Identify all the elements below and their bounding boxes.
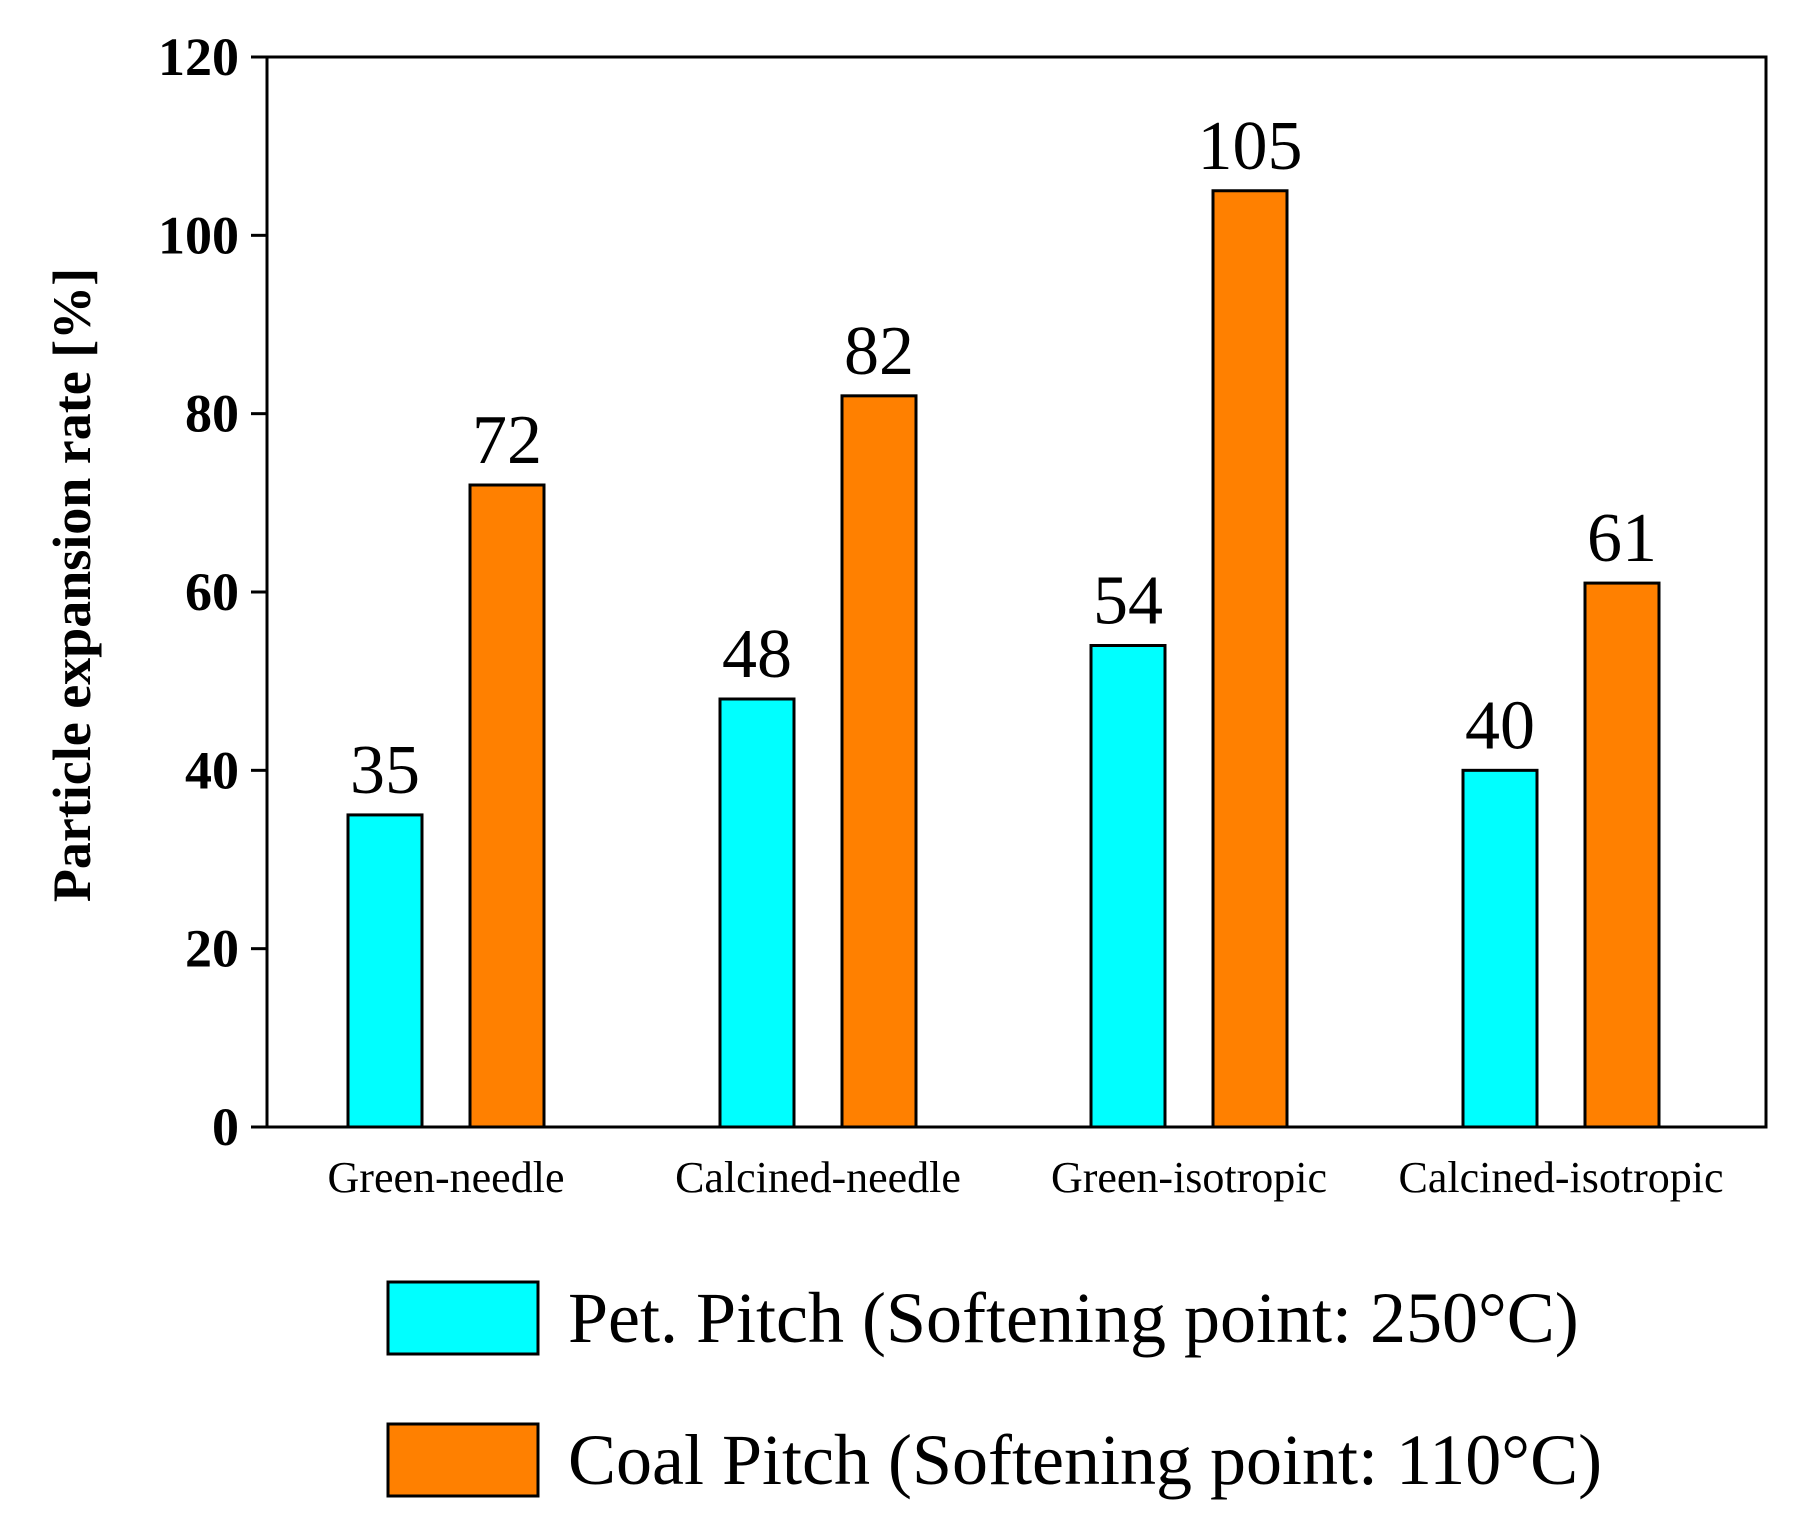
- y-tick-label: 20: [185, 919, 239, 979]
- x-category-label: Calcined-needle: [675, 1153, 961, 1202]
- data-label: 40: [1465, 687, 1535, 764]
- bar-pet-pitch-calcined-isotropic: [1461, 768, 1539, 1129]
- bar-coal-pitch-green-isotropic: [1211, 189, 1289, 1129]
- y-tick-label: 80: [185, 384, 239, 444]
- data-label: 35: [350, 732, 420, 809]
- legend-label: Coal Pitch (Softening point: 110°C): [568, 1420, 1602, 1500]
- bar-coal-pitch-calcined-isotropic: [1583, 581, 1661, 1129]
- data-label: 82: [844, 313, 914, 390]
- legend-swatch: [386, 1422, 540, 1498]
- data-label: 61: [1587, 500, 1657, 577]
- bar-coal-pitch-calcined-needle: [840, 394, 918, 1129]
- y-tick-label: 60: [185, 562, 239, 622]
- bar-coal-pitch-green-needle: [468, 483, 546, 1129]
- bar-pet-pitch-green-needle: [346, 813, 424, 1129]
- y-tick-label: 40: [185, 740, 239, 800]
- bar-pet-pitch-calcined-needle: [718, 697, 796, 1129]
- legend-swatch: [386, 1280, 540, 1356]
- x-category-label: Calcined-isotropic: [1398, 1153, 1723, 1202]
- bar-pet-pitch-green-isotropic: [1089, 644, 1167, 1129]
- data-label: 72: [472, 402, 542, 479]
- legend: Pet. Pitch (Softening point: 250°C) Coal …: [386, 1278, 1602, 1500]
- y-tick-label: 120: [158, 27, 239, 87]
- legend-label: Pet. Pitch (Softening point: 250°C): [568, 1278, 1579, 1358]
- y-tick-label: 0: [212, 1097, 239, 1157]
- y-axis-title: Particle expansion rate [%]: [42, 268, 102, 902]
- x-category-label: Green-needle: [328, 1153, 565, 1202]
- x-category-label: Green-isotropic: [1051, 1153, 1327, 1202]
- data-label: 105: [1198, 108, 1303, 185]
- data-label: 54: [1093, 563, 1163, 640]
- plot-area: 0 20 40 60 80 100 120 35 72 Green-needle 48 82 Calci…: [158, 27, 1768, 1202]
- data-label: 48: [722, 616, 792, 693]
- y-tick-label: 100: [158, 205, 239, 265]
